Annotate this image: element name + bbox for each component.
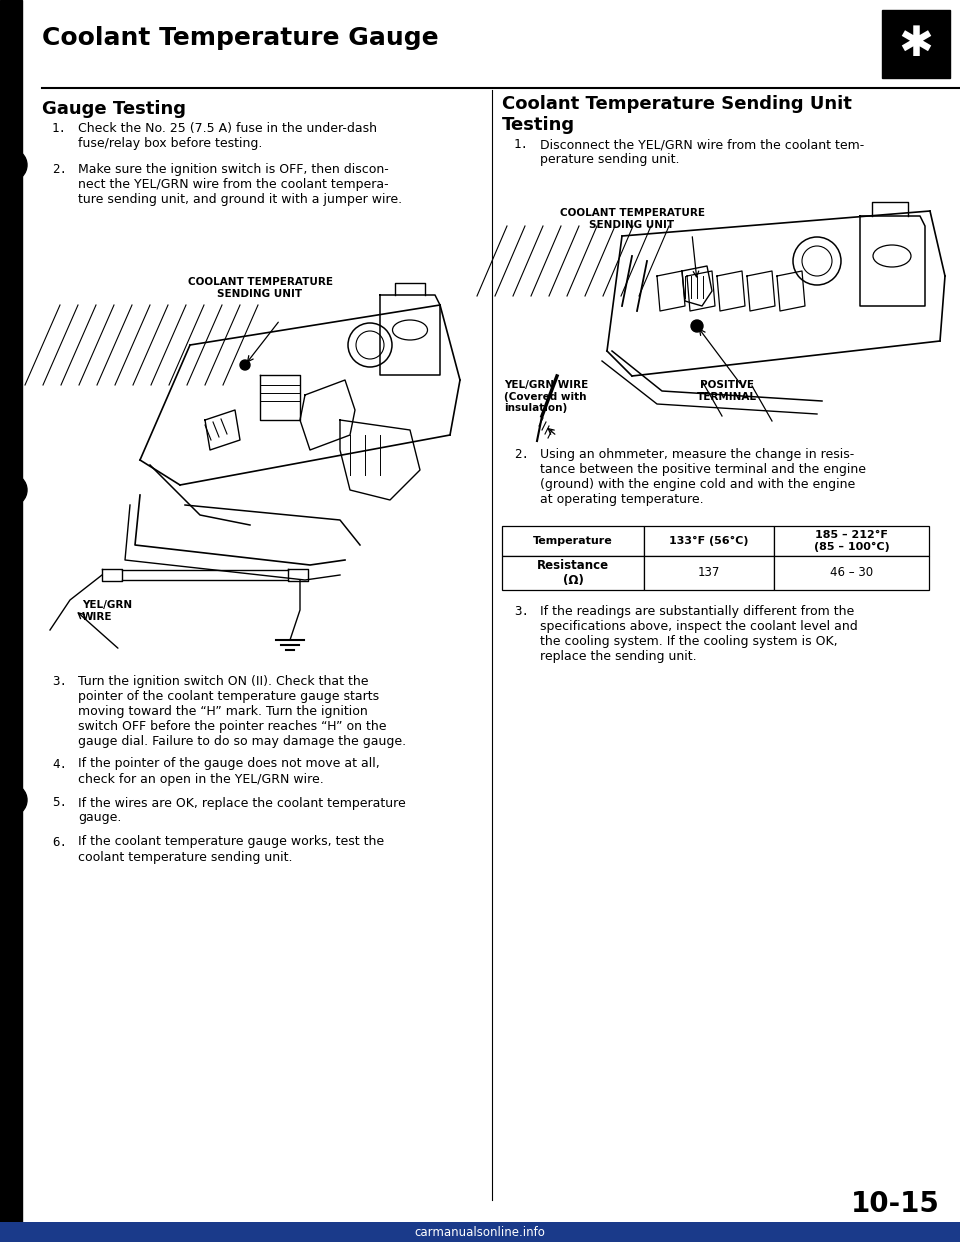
Text: 185 – 212°F
(85 – 100°C): 185 – 212°F (85 – 100°C) [814, 530, 889, 551]
Text: ✱: ✱ [899, 24, 933, 65]
Text: If the pointer of the gauge does not move at all,
check for an open in the YEL/G: If the pointer of the gauge does not mov… [78, 758, 380, 785]
Bar [0, 1222, 960, 1242]
Text: 5.: 5. [52, 796, 67, 810]
Circle shape [240, 360, 250, 370]
Text: COOLANT TEMPERATURE
SENDING UNIT: COOLANT TEMPERATURE SENDING UNIT [560, 207, 705, 230]
Text: 10-15: 10-15 [852, 1190, 940, 1218]
Text: Using an ohmmeter, measure the change in resis-
tance between the positive termi: Using an ohmmeter, measure the change in… [540, 448, 866, 505]
Text: 46 – 30: 46 – 30 [830, 566, 873, 580]
Text: Gauge Testing: Gauge Testing [42, 101, 186, 118]
Bar [502, 556, 644, 590]
Text: Disconnect the YEL/GRN wire from the coolant tem-
perature sending unit.: Disconnect the YEL/GRN wire from the coo… [540, 138, 864, 166]
Text: If the coolant temperature gauge works, test the
coolant temperature sending uni: If the coolant temperature gauge works, … [78, 836, 384, 863]
Text: 1.: 1. [52, 122, 67, 135]
Text: 2.: 2. [52, 163, 67, 176]
Text: If the readings are substantially different from the
specifications above, inspe: If the readings are substantially differ… [540, 605, 857, 663]
Bar [774, 556, 929, 590]
Text: Make sure the ignition switch is OFF, then discon-
nect the YEL/GRN wire from th: Make sure the ignition switch is OFF, th… [78, 163, 402, 206]
Text: Check the No. 25 (7.5 A) fuse in the under-dash
fuse/relay box before testing.: Check the No. 25 (7.5 A) fuse in the und… [78, 122, 377, 150]
Bar [0, 0, 22, 1242]
Circle shape [0, 784, 27, 816]
Text: If the wires are OK, replace the coolant temperature
gauge.: If the wires are OK, replace the coolant… [78, 796, 406, 825]
Text: 2.: 2. [514, 448, 529, 461]
Bar [882, 10, 950, 78]
Text: Coolant Temperature Gauge: Coolant Temperature Gauge [42, 26, 439, 50]
Text: Resistance
(Ω): Resistance (Ω) [537, 559, 609, 587]
Text: Coolant Temperature Sending Unit
Testing: Coolant Temperature Sending Unit Testing [502, 94, 852, 134]
Text: 1.: 1. [514, 138, 529, 152]
Circle shape [0, 474, 27, 505]
Text: COOLANT TEMPERATURE
SENDING UNIT: COOLANT TEMPERATURE SENDING UNIT [187, 277, 332, 298]
Circle shape [691, 320, 703, 332]
Text: POSITIVE
TERMINAL: POSITIVE TERMINAL [697, 380, 757, 401]
Bar [644, 556, 774, 590]
Text: Temperature: Temperature [533, 537, 612, 546]
Circle shape [0, 149, 27, 181]
Text: 3.: 3. [514, 605, 529, 619]
Bar [774, 527, 929, 556]
Text: Turn the ignition switch ON (II). Check that the
pointer of the coolant temperat: Turn the ignition switch ON (II). Check … [78, 674, 406, 748]
Text: 4.: 4. [52, 758, 67, 770]
Text: 137: 137 [698, 566, 720, 580]
Text: YEL/GRN
WIRE: YEL/GRN WIRE [82, 600, 132, 621]
Bar [502, 527, 644, 556]
Text: emanualpro.com: emanualpro.com [35, 1222, 117, 1232]
Text: 133°F (56°C): 133°F (56°C) [669, 537, 749, 546]
Text: 3.: 3. [52, 674, 67, 688]
Bar [644, 527, 774, 556]
Text: carmanualsonline.info: carmanualsonline.info [415, 1226, 545, 1238]
Text: YEL/GRN WIRE
(Covered with
insulation): YEL/GRN WIRE (Covered with insulation) [504, 380, 588, 414]
Text: 6.: 6. [52, 836, 67, 848]
